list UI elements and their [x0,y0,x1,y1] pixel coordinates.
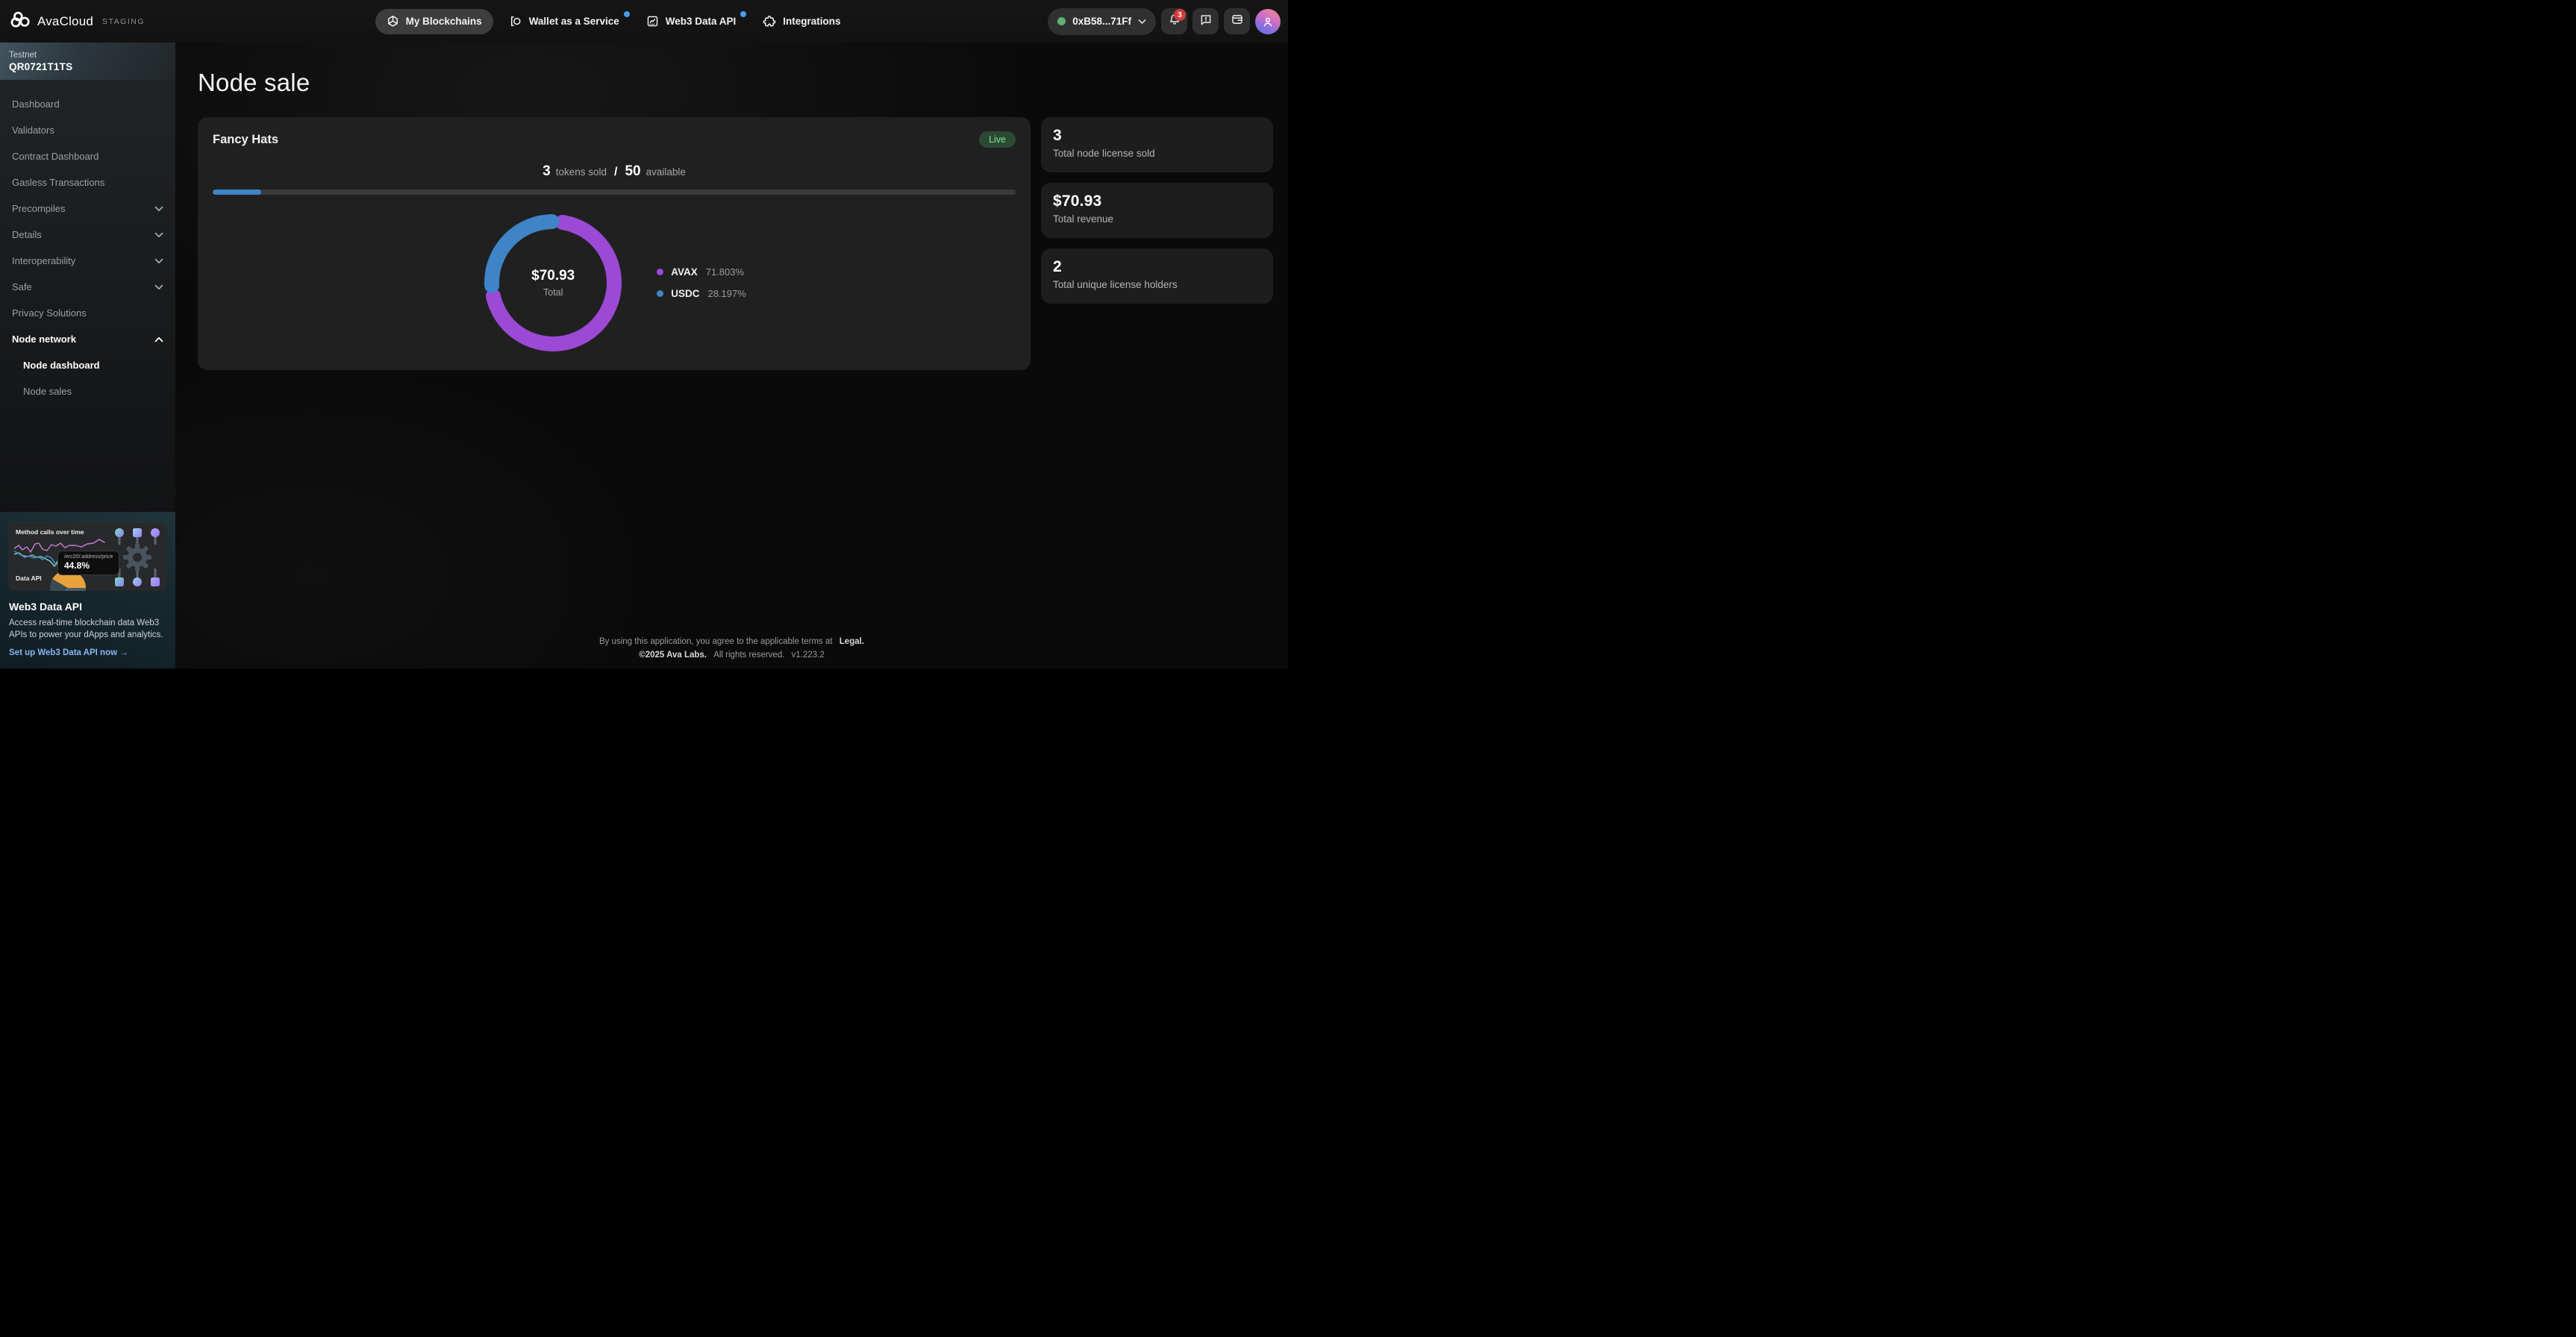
tokens-sold-label: tokens sold [555,166,607,178]
sale-progress-fill [213,190,261,195]
sidebar-item-contract-dashboard[interactable]: Contract Dashboard [12,151,99,162]
avax-color-dot [657,269,664,275]
sidebar-item-details[interactable]: Details [0,222,175,248]
revenue-donut-chart: $70.93 Total [482,212,624,354]
network-selector[interactable]: Testnet QR0721T1TS [0,43,175,80]
page-title: Node sale [198,69,310,96]
promo-tooltip: /erc20/:address/price 44.8% [57,551,120,576]
connection-status-dot [1057,17,1066,25]
sidebar-item-node-sales[interactable]: Node sales [23,386,72,397]
wallet-service-icon [509,15,522,28]
nav-my-blockchains[interactable]: My Blockchains [375,8,493,34]
web3-data-api-promo: Method calls over time Data API /erc20/:… [0,512,175,668]
nav-web3-data-api[interactable]: Web3 Data API [635,9,748,34]
user-avatar[interactable] [1255,8,1281,34]
footer-copyright-line: ©2025 Ava Labs. All rights reserved. v1.… [639,651,825,660]
stat-total-unique-license-holders: 2 Total unique license holders [1041,248,1273,304]
nav-label: Web3 Data API [665,16,737,27]
sidebar-item-node-network[interactable]: Node network [0,326,175,352]
donut-total-value: $70.93 [531,268,575,284]
legend-item-usdc: USDC 28.197% [657,288,746,299]
promo-gear-network-icon [115,528,160,587]
sidebar-item-privacy-solutions[interactable]: Privacy Solutions [12,307,87,319]
sale-progress-bar [213,190,1016,195]
environment-label: STAGING [102,16,145,26]
chevron-down-icon [154,284,163,290]
chevron-down-icon [154,206,163,212]
promo-description: Access real-time blockchain data Web3 AP… [9,619,163,640]
tokens-available-label: available [645,166,686,178]
feedback-button[interactable] [1192,8,1219,34]
footer: By using this application, you agree to … [175,636,1288,663]
notification-dot [623,10,630,17]
chevron-up-icon [154,336,163,342]
setup-web3-data-api-link[interactable]: Set up Web3 Data API now → [9,648,128,657]
chevron-down-icon [154,258,163,264]
revenue-breakdown: $70.93 Total AVAX 71.803% [213,209,1016,357]
promo-tooltip-value: 44.8% [64,560,90,572]
nav-label: My Blockchains [405,16,482,27]
sidebar-nav: Dashboard Validators Contract Dashboard … [0,91,175,404]
app-window: AvaCloud STAGING My Blockchains [0,0,1288,668]
app-body: Testnet QR0721T1TS Dashboard Validators … [0,43,1288,668]
chevron-down-icon [154,232,163,238]
primary-nav: My Blockchains Wallet as a Service [179,8,1048,34]
wallet-address: 0xB58...71Ff [1072,16,1131,27]
topbar-actions: 0xB58...71Ff 3 [1048,7,1281,35]
tokens-available-value: 50 [625,163,641,179]
company-name: ©2025 Ava Labs. [639,651,707,660]
node-sale-card: Fancy Hats Live 3 tokens sold / 50 avail… [198,117,1031,370]
promo-chart-title: Method calls over time [16,528,84,536]
legend-item-avax: AVAX 71.803% [657,266,746,278]
notification-dot [740,10,747,17]
legal-link[interactable]: Legal. [839,637,865,647]
wallet-icon [1231,13,1244,30]
app-version: v1.223.2 [791,651,825,660]
notifications-count-badge: 3 [1174,9,1186,21]
usdc-color-dot [657,290,664,297]
nav-label: Integrations [783,16,841,27]
sidebar-item-dashboard[interactable]: Dashboard [12,98,60,110]
wallet-address-button[interactable]: 0xB58...71Ff [1048,7,1156,35]
nav-integrations[interactable]: Integrations [751,9,851,34]
donut-total-label: Total [543,287,563,298]
main-content: Node sale Fancy Hats Live 3 tokens sold … [175,43,1288,668]
brand-name: AvaCloud [37,13,94,28]
wallet-button[interactable] [1224,8,1250,34]
sidebar: Testnet QR0721T1TS Dashboard Validators … [0,43,175,668]
notifications-button[interactable]: 3 [1161,8,1187,34]
puzzle-icon [763,15,776,28]
tokens-sold-value: 3 [543,163,551,179]
sidebar-item-interoperability[interactable]: Interoperability [0,248,175,274]
donut-legend: AVAX 71.803% USDC 28.197% [657,266,746,299]
promo-illustration: Method calls over time Data API /erc20/:… [8,522,167,592]
nav-wallet-as-a-service[interactable]: Wallet as a Service [498,9,631,34]
nav-label: Wallet as a Service [528,16,619,27]
sidebar-item-validators[interactable]: Validators [12,125,54,136]
sale-name: Fancy Hats [213,132,279,146]
avacloud-cloud-icon [10,10,31,32]
sale-stats: 3 Total node license sold $70.93 Total r… [1041,117,1273,304]
feedback-chat-icon [1199,13,1213,30]
promo-data-api-label: Data API [16,574,42,583]
sidebar-item-precompiles[interactable]: Precompiles [0,195,175,222]
stat-total-revenue: $70.93 Total revenue [1041,183,1273,238]
avacloud-logo[interactable]: AvaCloud STAGING [10,10,179,32]
sidebar-item-node-dashboard[interactable]: Node dashboard [23,360,100,371]
promo-tooltip-endpoint: /erc20/:address/price [64,554,113,560]
network-id: QR0721T1TS [9,60,73,72]
network-type-label: Testnet [9,50,37,60]
tokens-summary: 3 tokens sold / 50 available [213,163,1016,180]
sidebar-item-gasless-transactions[interactable]: Gasless Transactions [12,177,105,188]
tokens-separator: / [613,166,618,178]
blockchain-cube-icon [387,15,399,28]
footer-terms-line: By using this application, you agree to … [598,637,865,647]
promo-title: Web3 Data API [9,601,83,613]
chevron-down-icon [1138,16,1146,27]
top-navigation-bar: AvaCloud STAGING My Blockchains [0,0,1288,43]
live-status-badge: Live [979,131,1016,148]
stat-total-node-license-sold: 3 Total node license sold [1041,117,1273,172]
sidebar-item-safe[interactable]: Safe [0,274,175,300]
data-api-chart-icon [646,15,659,28]
